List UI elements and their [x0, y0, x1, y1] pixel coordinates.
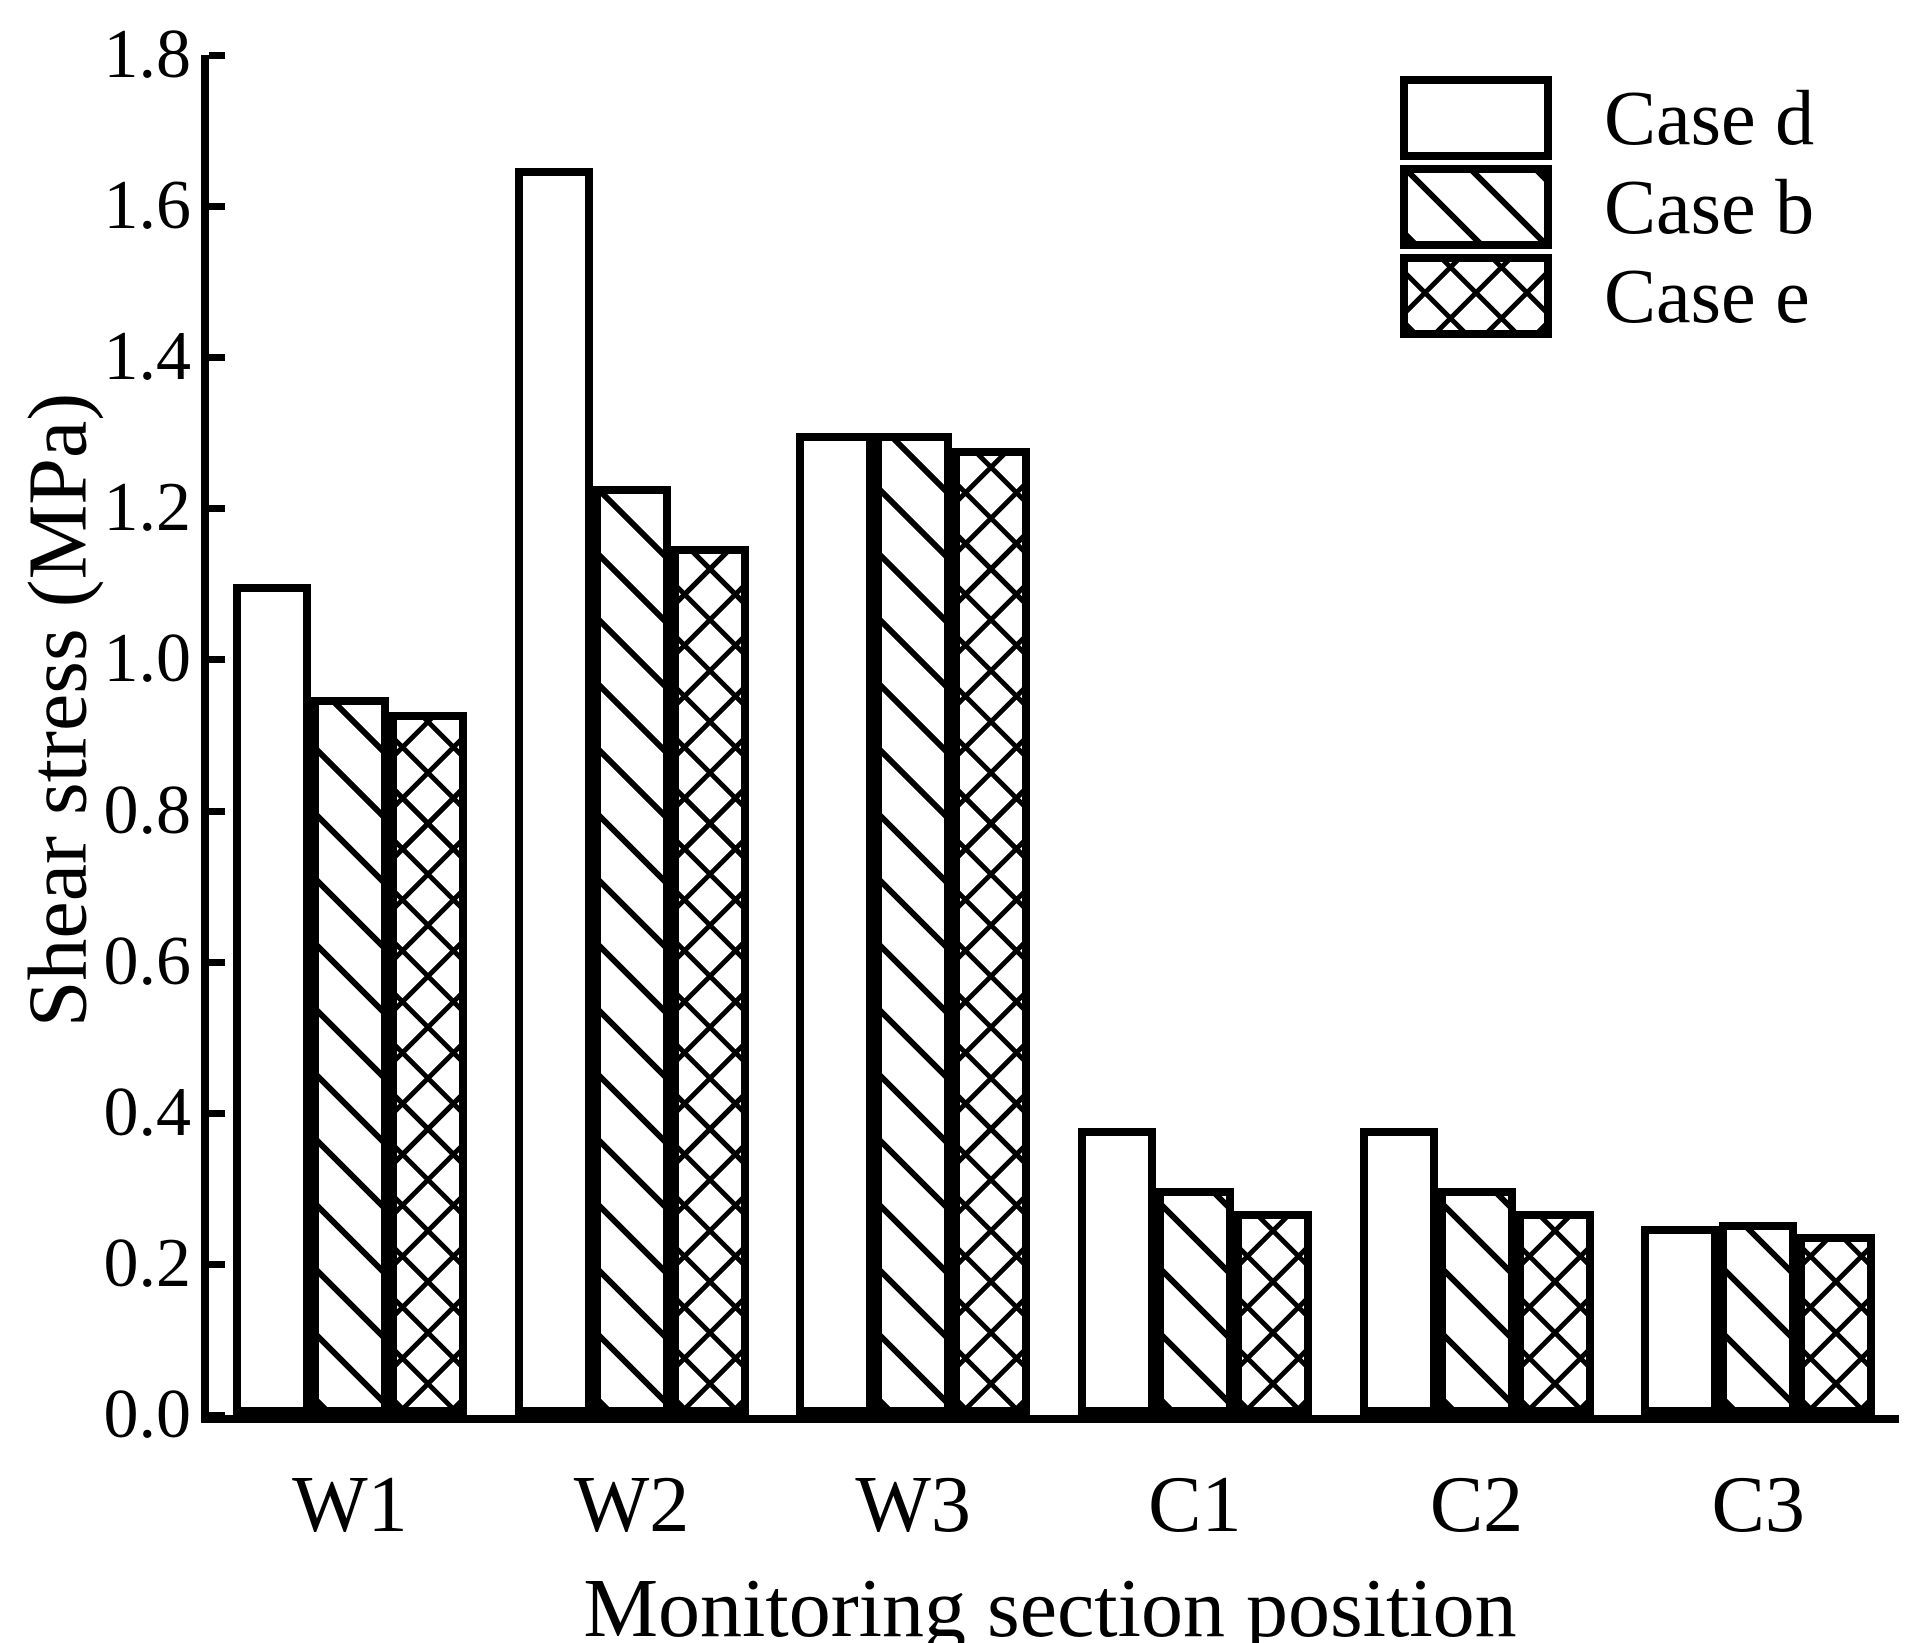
bar-C3-case-d [1641, 1226, 1720, 1415]
y-axis-tick-label: 1.2 [103, 469, 192, 547]
y-axis-tick [209, 354, 225, 362]
bar-W2-case-d [514, 168, 593, 1415]
bar-W1-case-d [232, 583, 311, 1415]
y-axis-tick-label: 1.6 [103, 167, 192, 245]
y-axis-tick-label: 0.6 [103, 922, 192, 1000]
legend-item-case-d: Case d [1400, 76, 1814, 160]
y-axis-tick [209, 1260, 225, 1268]
bar-C2-case-d [1359, 1127, 1438, 1415]
x-axis-tick-label-w1: W1 [292, 1461, 408, 1549]
bar-W1-case-e [388, 712, 467, 1415]
y-axis-tick [209, 958, 225, 966]
bar-W2-case-e [670, 546, 749, 1415]
y-axis-tick [209, 807, 225, 815]
x-axis-tick-label-c2: C2 [1429, 1461, 1524, 1549]
legend: Case d Case b Case e [1400, 76, 1814, 343]
bar-C3-case-b [1719, 1222, 1798, 1415]
y-axis-tick-label: 0.8 [103, 771, 192, 849]
x-axis-tick-label-w2: W2 [573, 1461, 690, 1549]
y-axis-tick-label: 0.2 [103, 1224, 192, 1302]
x-axis-tick-label-c3: C3 [1711, 1461, 1805, 1549]
y-axis-tick-label: 1.8 [103, 16, 192, 93]
bar-C2-case-e [1515, 1211, 1594, 1415]
bar-W1-case-b [310, 697, 389, 1415]
x-axis-tick-label-w3: W3 [855, 1461, 971, 1549]
legend-item-case-e: Case e [1400, 254, 1814, 338]
x-axis-tick-label-c1: C1 [1148, 1461, 1242, 1549]
y-axis-tick [209, 656, 225, 664]
bar-W2-case-b [592, 485, 671, 1415]
bar-C3-case-e [1797, 1233, 1876, 1415]
bar-W3-case-b [874, 432, 953, 1415]
legend-swatch-crosshatch [1400, 254, 1552, 338]
bar-W3-case-e [952, 447, 1031, 1415]
plot-area: 0.0 0.2 0.4 0.6 0.8 1.0 1.2 1.4 1.6 1.8 W1 W2 W3 C1 C… [104, 16, 1899, 1549]
legend-swatch-plain [1400, 76, 1552, 160]
x-axis-title: Monitoring section position [583, 1562, 1517, 1643]
legend-swatch-diagonal-down [1400, 165, 1552, 249]
y-axis-tick [209, 1412, 225, 1419]
y-axis-tick-label: 0.4 [103, 1073, 192, 1151]
bar-C1-case-b [1155, 1188, 1234, 1415]
bar-C1-case-e [1233, 1211, 1312, 1415]
bar-C2-case-b [1437, 1188, 1516, 1415]
bar-C1-case-d [1077, 1127, 1156, 1415]
y-axis-tick [209, 1109, 225, 1117]
legend-item-case-b: Case b [1400, 165, 1814, 249]
y-axis-tick [209, 52, 225, 59]
legend-label: Case e [1604, 252, 1810, 339]
y-axis-tick-label: 1.0 [103, 620, 192, 698]
y-axis-tick-label: 1.4 [103, 318, 192, 396]
legend-label: Case b [1604, 163, 1815, 250]
bar-W3-case-d [796, 432, 875, 1415]
y-axis-tick-label: 0.0 [103, 1376, 192, 1453]
legend-label: Case d [1604, 74, 1815, 161]
y-axis-tick [209, 505, 225, 513]
y-axis-tick [209, 203, 225, 211]
